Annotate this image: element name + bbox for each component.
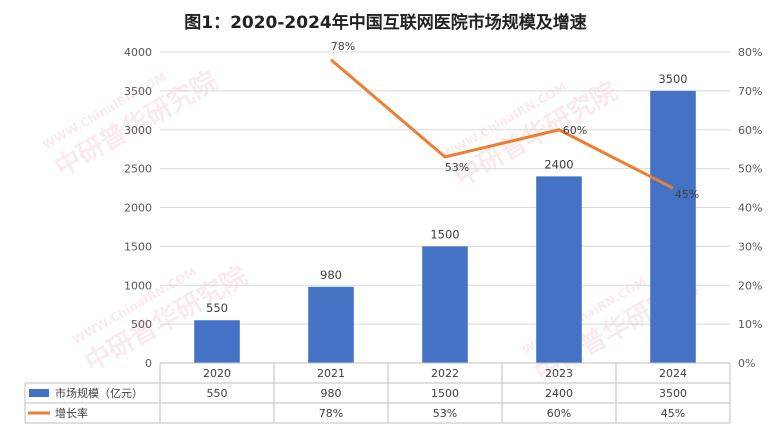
y-left-tick-label: 3000 (124, 124, 152, 137)
x-tick-label: 2021 (317, 367, 345, 380)
bar (650, 90, 696, 363)
y-right-tick-label: 30% (738, 240, 762, 253)
bar-data-label: 1500 (430, 227, 459, 241)
bar (194, 320, 240, 363)
y-right-tick-label: 20% (738, 279, 762, 292)
y-left-tick-label: 2500 (124, 163, 152, 176)
bar (422, 246, 468, 363)
x-tick-label: 2022 (431, 367, 459, 380)
y-left-tick-label: 3500 (124, 85, 152, 98)
y-left-tick-label: 1500 (124, 240, 152, 253)
table-cell: 53% (433, 407, 457, 420)
bar (308, 286, 354, 363)
bar-data-label: 3500 (658, 72, 687, 86)
bar-data-label: 980 (320, 268, 342, 282)
y-right-tick-label: 50% (738, 163, 762, 176)
table-cell: 2400 (545, 387, 573, 400)
y-right-tick-label: 80% (738, 46, 762, 59)
table-cell: 78% (319, 407, 343, 420)
x-tick-label: 2023 (545, 367, 573, 380)
chart-title: 图1：2020-2024年中国互联网医院市场规模及增速 (184, 13, 587, 33)
table-cell: 45% (661, 407, 685, 420)
table-cell: 60% (547, 407, 571, 420)
y-left-tick-label: 0 (145, 357, 152, 370)
y-left-tick-label: 500 (131, 318, 152, 331)
y-left-tick-label: 1000 (124, 279, 152, 292)
legend-series-name: 增长率 (55, 406, 88, 420)
y-right-tick-label: 70% (738, 85, 762, 98)
legend-series-name: 市场规模（亿元） (55, 386, 143, 400)
line-data-label: 53% (445, 161, 469, 174)
y-right-tick-label: 40% (738, 202, 762, 215)
x-tick-label: 2020 (203, 367, 231, 380)
bar (536, 176, 582, 363)
x-tick-label: 2024 (659, 367, 687, 380)
y-left-tick-label: 4000 (124, 46, 152, 59)
line-data-label: 78% (331, 40, 355, 53)
table-cell: 3500 (659, 387, 687, 400)
y-right-tick-label: 60% (738, 124, 762, 137)
bar-data-label: 550 (206, 301, 228, 315)
y-right-tick-label: 10% (738, 318, 762, 331)
table-cell: 980 (321, 387, 342, 400)
table-cell: 1500 (431, 387, 459, 400)
y-left-tick-label: 2000 (124, 202, 152, 215)
line-data-label: 45% (675, 188, 699, 201)
y-right-tick-label: 0% (738, 357, 755, 370)
growth-line (330, 58, 674, 190)
legend-bar-swatch (29, 389, 49, 397)
table-cell: 550 (207, 387, 228, 400)
line-data-label: 60% (563, 124, 587, 137)
bar-data-label: 2400 (544, 157, 573, 171)
